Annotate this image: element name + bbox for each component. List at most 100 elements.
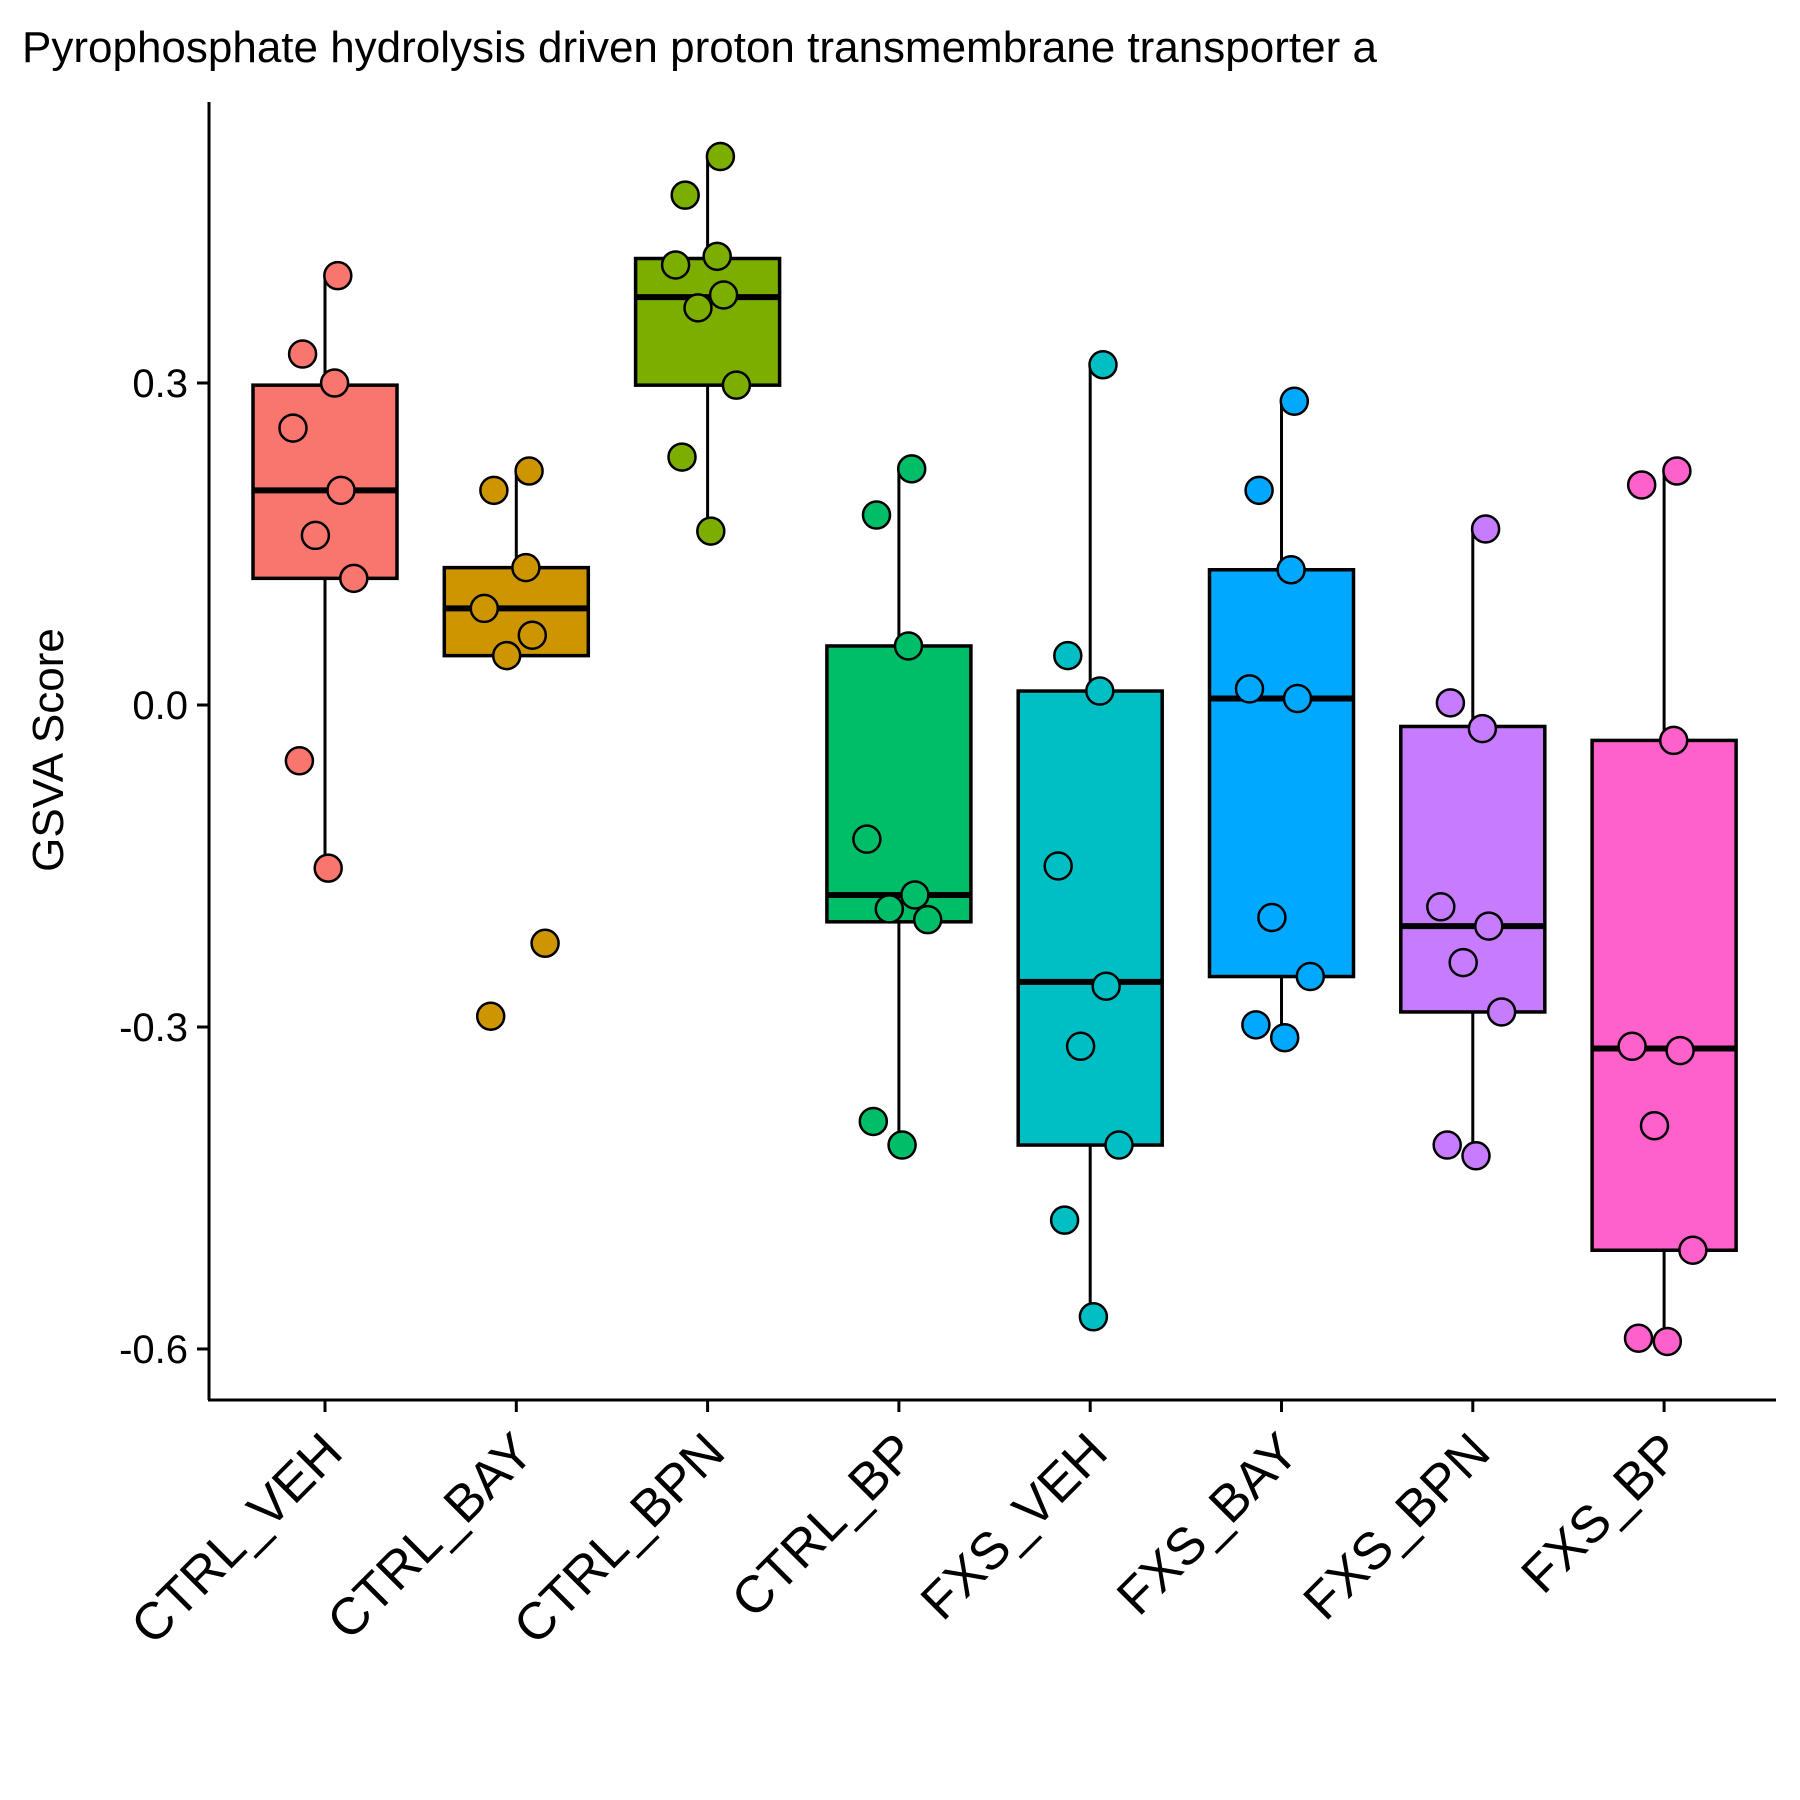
data-point [721,370,752,400]
data-point [284,746,315,776]
data-point [1085,676,1115,706]
y-tick-label: -0.6 [119,1328,188,1372]
data-point [696,516,726,546]
data-point [1043,851,1073,881]
data-point [900,880,930,910]
data-point [887,1130,917,1160]
y-tick-label: -0.3 [119,1006,188,1050]
data-point [874,894,905,924]
y-tick-label: 0.3 [132,362,188,406]
box-group-fxs-veh [1016,364,1164,1317]
data-point [1244,475,1274,506]
box [1207,568,1356,979]
box-group-ctrl-bp [825,468,973,1146]
chart-title: Pyrophosphate hydrolysis driven proton t… [22,23,1377,72]
box [1590,738,1738,1252]
data-point [1639,1110,1670,1141]
data-point [1279,386,1310,417]
data-point [1486,997,1517,1027]
data-point [323,260,353,291]
data-point [1626,470,1657,500]
data-point [1658,725,1689,756]
data-point [326,475,356,506]
box-group-fxs-bpn [1399,528,1547,1156]
data-point [514,456,544,486]
data-point [319,368,350,398]
data-point [517,620,548,650]
data-point [278,413,308,443]
data-point [1241,1010,1271,1040]
data-point [1426,892,1456,922]
data-point [1474,911,1504,941]
plot-area [251,141,1738,1357]
data-point [1104,1130,1134,1160]
box-group-fxs-bp [1590,471,1738,1342]
data-point [1065,1031,1096,1062]
box [825,644,973,924]
data-point [660,250,691,280]
data-point [1091,971,1121,1001]
data-point [1470,514,1501,544]
data-point [1053,640,1083,671]
data-point [861,500,892,530]
data-point [670,180,700,210]
box-group-ctrl-bpn [633,156,782,532]
data-point [1432,1130,1462,1160]
data-point [1295,961,1326,992]
data-point [300,520,331,551]
box-group-fxs-bay [1207,401,1356,1038]
data-point [1078,1302,1109,1332]
data-point [858,1106,889,1137]
x-tick-label: FXS_BP [1511,1422,1693,1604]
data-point [1049,1205,1080,1235]
data-point [287,339,318,369]
x-tick-label: CTRL_VEH [120,1422,353,1655]
data-point [475,1001,506,1032]
data-point [339,563,369,594]
y-axis-label: GSVA Score [24,628,73,872]
data-point [1088,350,1118,380]
box [442,565,591,658]
data-point [491,640,522,671]
data-point [1678,1235,1708,1265]
data-point [1269,1022,1300,1053]
box-group-ctrl-veh [251,275,399,869]
data-point [1623,1323,1654,1353]
data-point [683,293,713,323]
data-point [912,904,943,935]
data-point [1665,1035,1695,1066]
box [633,256,782,387]
data-point [1234,674,1265,704]
data-point [1448,947,1478,978]
data-point [1461,1141,1491,1171]
data-point [852,824,882,854]
data-point [530,928,560,959]
data-point [1257,902,1287,933]
box [251,383,399,581]
x-tick-label: FXS_BPN [1293,1422,1502,1631]
data-point [511,552,541,583]
y-tick-label: 0.0 [132,684,188,728]
data-point [1617,1031,1647,1062]
x-tick-label: CTRL_BP [721,1422,928,1629]
data-point [479,475,509,506]
data-point [1467,713,1498,744]
data-point [896,454,927,484]
data-point [1662,456,1692,486]
data-point [1282,683,1313,714]
data-point [1276,555,1306,585]
data-point [667,442,697,472]
box [1016,689,1164,1147]
x-tick-label: FXS_BAY [1106,1422,1310,1626]
data-point [1652,1326,1683,1357]
data-point [469,593,500,624]
data-point [1435,688,1466,718]
x-tick-label: FXS_VEH [910,1422,1119,1631]
box-group-ctrl-bay [442,471,591,658]
data-point [705,141,736,172]
data-point [313,853,343,883]
data-point [702,241,732,272]
data-point [708,280,739,310]
data-point [893,631,924,661]
